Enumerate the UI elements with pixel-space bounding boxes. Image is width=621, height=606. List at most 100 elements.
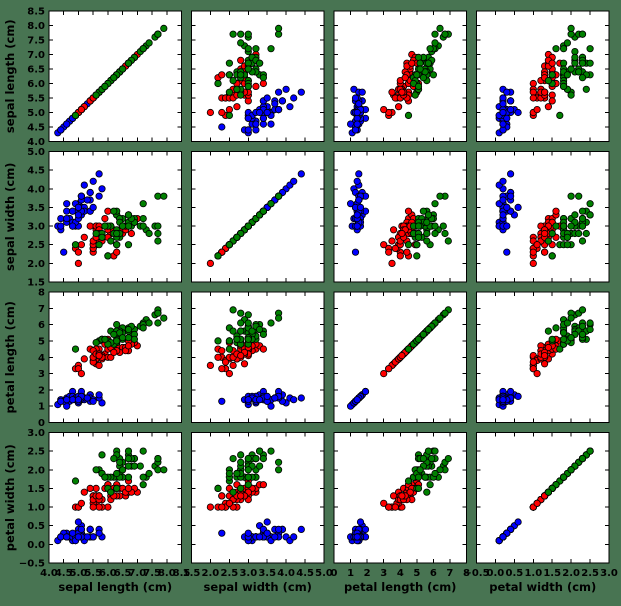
point-red (237, 56, 245, 64)
point-blue (244, 126, 252, 134)
point-green (229, 306, 237, 314)
point-blue (499, 196, 507, 204)
tick-label: 7.5 (143, 568, 161, 579)
point-green (431, 200, 439, 208)
point-green (567, 91, 575, 99)
point-red (391, 244, 399, 252)
point-green (567, 466, 575, 474)
point-green (559, 473, 568, 481)
point-red (380, 499, 388, 507)
point-blue (77, 192, 86, 200)
point-green (154, 192, 162, 200)
point-blue (353, 120, 361, 128)
point-green (154, 30, 162, 38)
point-green (567, 334, 575, 342)
point-red (124, 484, 133, 492)
point-green (145, 469, 153, 478)
tick-label: 5 (38, 336, 45, 347)
point-red (529, 94, 537, 102)
point-red (533, 369, 541, 378)
point-green (244, 311, 252, 319)
point-red (403, 248, 411, 256)
point-green (414, 484, 423, 492)
point-blue (353, 211, 361, 219)
point-red (92, 484, 100, 492)
point-blue (255, 108, 264, 117)
point-green (441, 30, 449, 38)
point-green (267, 200, 275, 208)
point-red (218, 347, 226, 355)
point-red (86, 222, 94, 230)
point-blue (499, 177, 507, 185)
point-green (586, 211, 594, 219)
point-blue (244, 114, 252, 122)
tick-label: 4 (38, 353, 45, 364)
point-blue (83, 196, 91, 204)
point-green (586, 325, 594, 334)
tick-label: 0.0 (487, 568, 505, 579)
point-green (244, 82, 252, 91)
point-green (110, 207, 118, 215)
point-green (431, 229, 439, 238)
point-green (578, 330, 587, 338)
point-green (575, 68, 583, 76)
point-red (218, 108, 226, 117)
point-blue (95, 170, 103, 178)
point-green (413, 71, 421, 79)
tick-label: 0.5 (27, 521, 45, 532)
point-blue (290, 177, 298, 185)
point-blue (506, 387, 515, 396)
tick-label: 7 (38, 304, 45, 315)
tick-label: 5.5 (84, 568, 102, 579)
point-green (154, 229, 162, 238)
tick-label: 6 (430, 568, 437, 579)
point-green (414, 82, 423, 91)
tick-label: 3.0 (600, 568, 618, 579)
point-green (423, 218, 431, 226)
point-blue (351, 126, 360, 134)
point-red (214, 353, 222, 361)
point-blue (57, 126, 65, 134)
point-green (119, 65, 127, 73)
point-red (540, 248, 549, 256)
point-green (431, 222, 439, 230)
point-green (233, 335, 241, 343)
point-green (237, 39, 245, 47)
point-green (139, 215, 147, 223)
point-green (124, 454, 133, 463)
point-green (578, 30, 587, 38)
point-red (398, 492, 406, 500)
tick-label: 1.5 (183, 568, 201, 579)
point-red (380, 369, 388, 378)
point-green (139, 200, 147, 208)
tick-label: 2.5 (27, 447, 45, 458)
point-green (556, 345, 564, 353)
point-green (160, 192, 168, 200)
point-green (130, 335, 138, 343)
point-green (124, 462, 133, 470)
point-green (124, 222, 133, 230)
point-green (431, 30, 439, 38)
point-red (548, 59, 556, 67)
y-axis-title-row2: sepal width (cm) (3, 163, 17, 271)
point-green (252, 45, 260, 53)
point-green (145, 229, 153, 238)
point-green (419, 74, 427, 82)
point-green (101, 82, 109, 91)
tick-label: 1.5 (27, 484, 45, 495)
point-green (233, 85, 241, 93)
point-green (255, 59, 264, 67)
point-blue (506, 170, 515, 178)
point-blue (353, 222, 361, 230)
tick-label: 2.5 (581, 568, 599, 579)
point-red (127, 229, 135, 238)
point-blue (514, 518, 522, 526)
point-red (540, 88, 549, 96)
point-green (139, 481, 147, 489)
point-green (559, 82, 568, 91)
point-blue (63, 215, 71, 223)
tick-label: 4.0 (277, 568, 295, 579)
point-red (80, 488, 88, 496)
point-green (404, 477, 413, 485)
point-blue (278, 97, 286, 105)
